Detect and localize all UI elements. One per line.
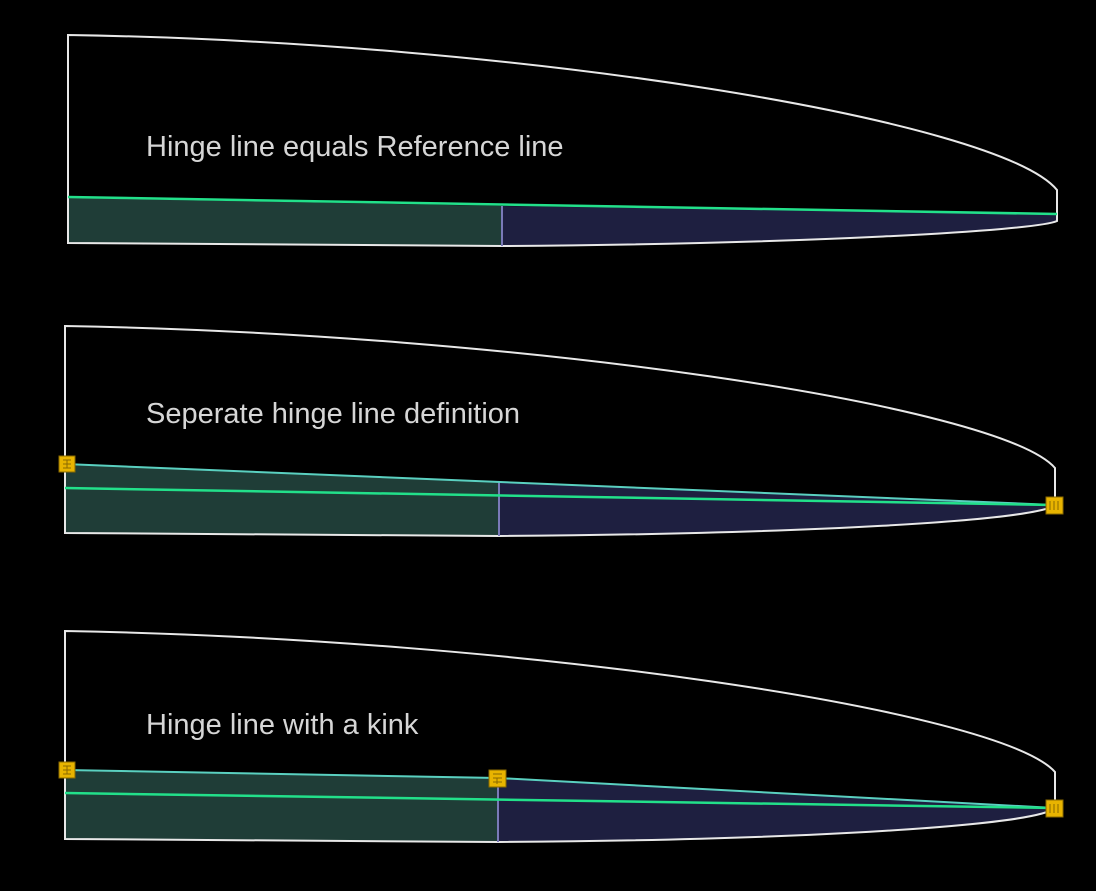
inner-flap-region <box>65 770 498 842</box>
panel-title: Hinge line equals Reference line <box>146 131 564 163</box>
outer-flap-region <box>499 482 1055 536</box>
panel-hinge-with-kink: Hinge line with a kink <box>58 629 1064 844</box>
root-handle[interactable] <box>58 455 76 473</box>
wing-outline <box>64 324 1056 538</box>
hinge-line <box>64 463 1056 506</box>
panel-hinge-equals-reference: Hinge line equals Reference line <box>67 33 1058 248</box>
panel-title: Seperate hinge line definition <box>146 398 520 430</box>
outer-flap-region <box>498 778 1055 842</box>
panel-title: Hinge line with a kink <box>146 709 419 741</box>
tip-handle[interactable] <box>1045 496 1064 515</box>
panel-separate-hinge-line: Seperate hinge line definition <box>58 324 1064 538</box>
outer-flap-region <box>502 206 1057 246</box>
reference-line <box>67 195 1058 216</box>
wing-outline <box>67 33 1058 248</box>
tip-handle[interactable] <box>1045 799 1064 818</box>
inner-flap-region <box>68 198 502 246</box>
reference-line <box>64 791 1056 810</box>
inner-flap-region <box>65 464 499 536</box>
kink-handle[interactable] <box>488 769 507 788</box>
wing-outline <box>64 629 1056 844</box>
root-handle[interactable] <box>58 761 76 779</box>
reference-line <box>64 486 1056 507</box>
